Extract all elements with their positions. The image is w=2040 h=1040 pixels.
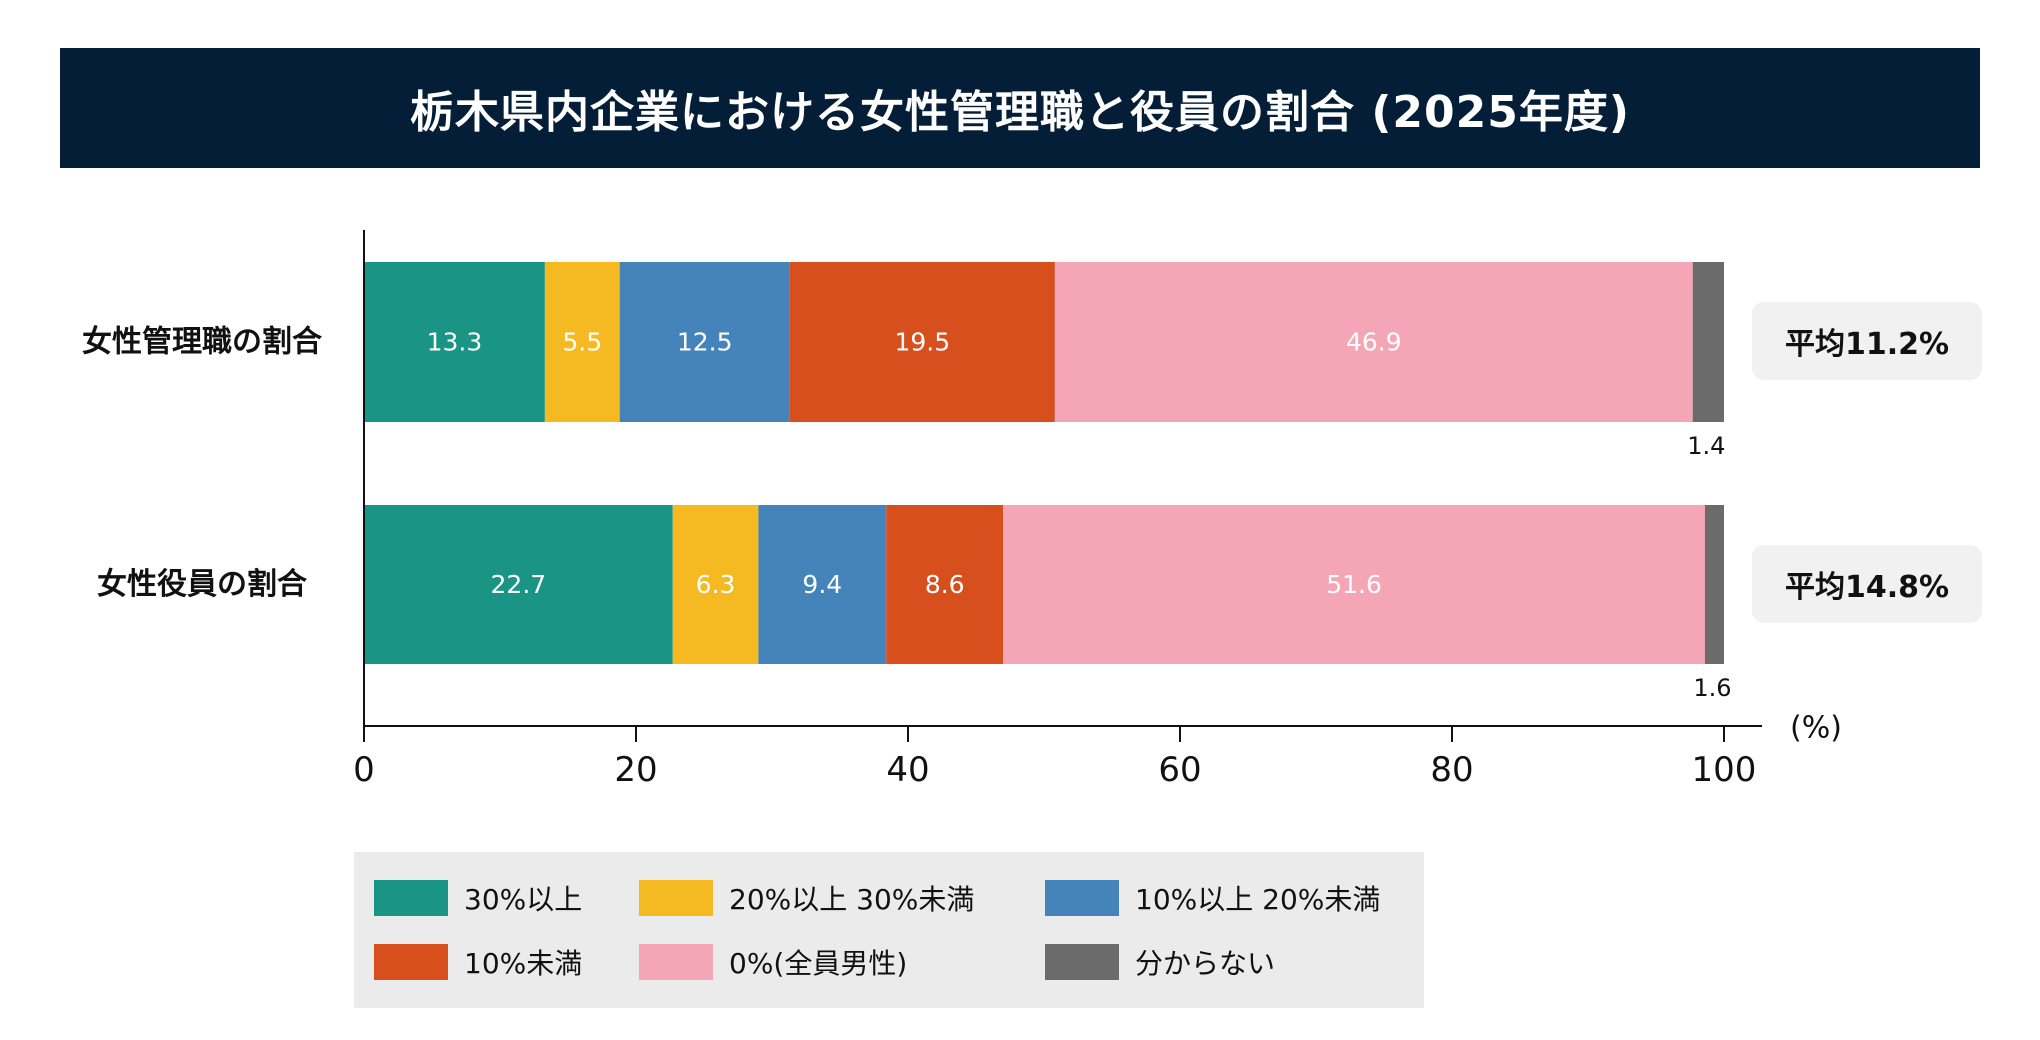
legend-swatch [374,880,448,916]
legend-label: 10%以上 20%未満 [1135,883,1381,916]
data-label: 51.6 [1326,570,1382,599]
average-value: 平均14.8% [1784,570,1950,605]
legend-swatch [374,944,448,980]
legend-item: 10%以上 20%未満 [1045,880,1380,916]
category-label: 女性役員の割合 [97,567,307,602]
data-label: 13.3 [427,328,483,357]
average-badge-executives: 平均14.8% [1752,545,1982,623]
legend-label: 10%未満 [464,947,583,980]
bar-segment [886,505,1004,664]
bar-segment [789,262,1055,422]
data-label: 6.3 [696,570,736,599]
legend-swatch [639,880,713,916]
category-label: 女性管理職の割合 [82,325,322,360]
data-label: 22.7 [491,570,547,599]
bar-segment [1692,262,1724,422]
data-label: 9.4 [802,570,842,599]
legend-item: 10%未満 [374,944,582,980]
data-label: 12.5 [677,328,733,357]
chart-title: 栃木県内企業における女性管理職と役員の割合 (2025年度) [410,87,1630,138]
legend-item: 0%(全員男性) [639,944,907,980]
legend-label: 30%以上 [464,883,583,916]
legend-item: 30%以上 [374,880,582,916]
data-label: 19.5 [894,328,950,357]
bar-segment [672,505,759,664]
bar-segment [1003,505,1705,664]
bar-segment [364,262,545,422]
x-tick-label: 20 [614,750,657,790]
bar-segment [364,505,673,664]
x-tick-label: 40 [886,750,929,790]
data-label: 8.6 [925,570,965,599]
bar-segment [619,262,790,422]
x-tick-label: 80 [1430,750,1473,790]
data-label: 5.5 [562,328,602,357]
x-tick-label: 100 [1692,750,1757,790]
legend-swatch [1045,880,1119,916]
average-badge-managers: 平均11.2% [1752,302,1982,380]
legend-label: 20%以上 30%未満 [729,883,975,916]
legend-item: 分からない [1045,944,1275,980]
average-value: 平均11.2% [1784,327,1950,362]
x-tick-label: 0 [353,750,375,790]
legend-swatch [639,944,713,980]
bar-segment [544,262,620,422]
x-axis-unit-label: (%) [1790,711,1842,746]
data-label: 46.9 [1346,328,1402,357]
x-tick-label: 60 [1158,750,1201,790]
legend-label: 分からない [1135,947,1276,980]
data-label: 1.4 [1687,432,1725,460]
data-label: 1.6 [1693,674,1731,702]
legend: 30%以上 20%以上 30%未満 10%以上 20%未満 10%未満 0%(全… [354,852,1424,1008]
legend-item: 20%以上 30%未満 [639,880,974,916]
bar-segment [1704,505,1724,664]
bar-segment [758,505,887,664]
legend-swatch [1045,944,1119,980]
bar-segment [1054,262,1693,422]
title-bar: 栃木県内企業における女性管理職と役員の割合 (2025年度) [60,48,1980,168]
legend-label: 0%(全員男性) [729,947,908,980]
